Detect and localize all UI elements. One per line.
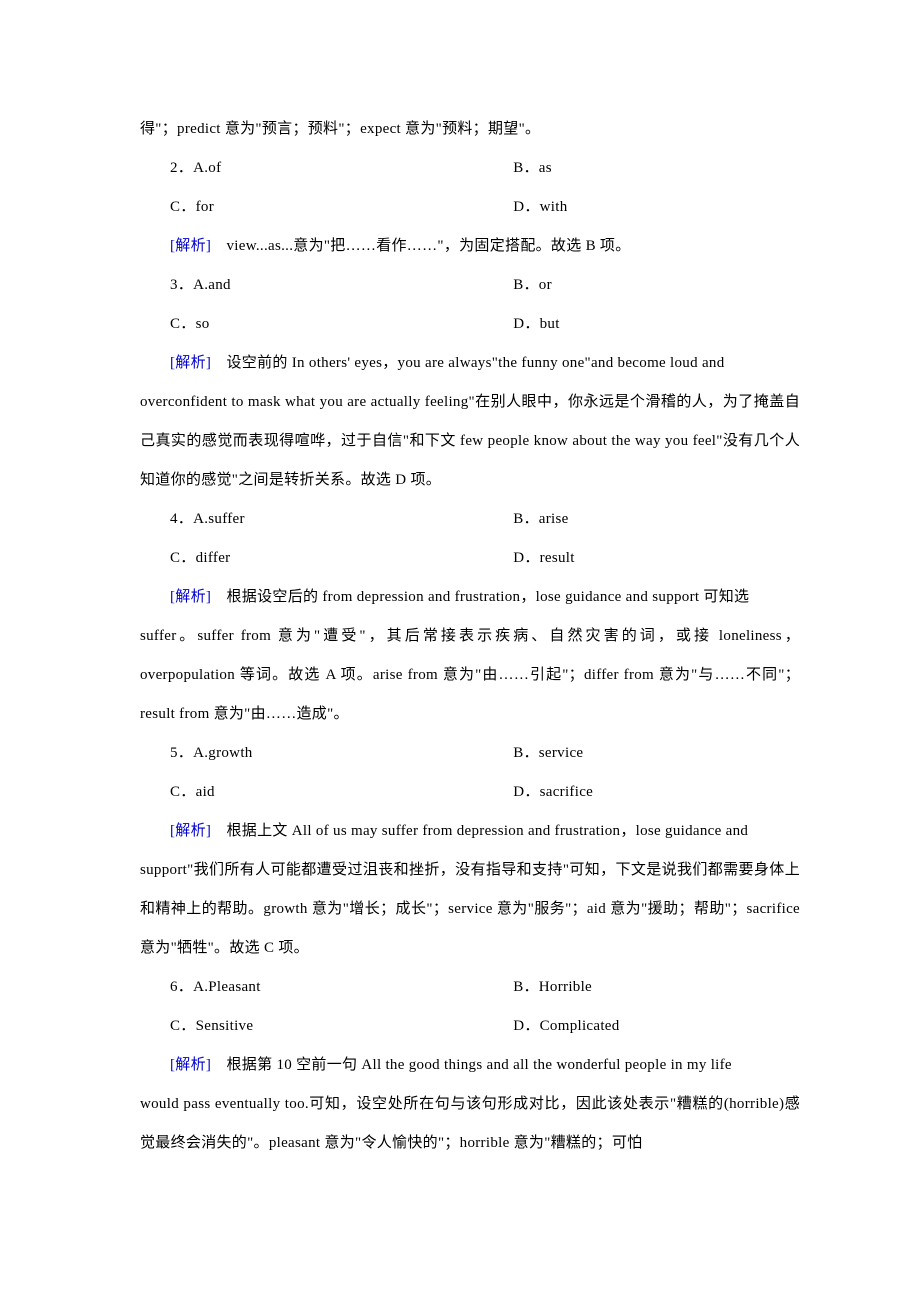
q6-c: C．Sensitive <box>140 1007 513 1046</box>
q2-b: B．as <box>513 149 800 188</box>
analysis-text: view...as...意为"把……看作……"，为固定搭配。故选 B 项。 <box>227 238 631 254</box>
q5-d: D．sacrifice <box>513 773 800 812</box>
analysis-continuation: would pass eventually too.可知，设空处所在句与该句形成… <box>140 1085 800 1163</box>
lead-paragraph: 得"；predict 意为"预言；预料"；expect 意为"预料；期望"。 <box>140 110 800 149</box>
analysis-label: [解析] <box>170 238 227 254</box>
question-options-row: 3．A.and B．or <box>140 266 800 305</box>
analysis-text: 根据第 10 空前一句 All the good things and all … <box>227 1057 732 1073</box>
question-options-row: 4．A.suffer B．arise <box>140 500 800 539</box>
q4-a: A.suffer <box>193 511 245 527</box>
q5-b: B．service <box>513 734 800 773</box>
question-options-row: 5．A.growth B．service <box>140 734 800 773</box>
analysis-text: 设空前的 In others' eyes，you are always"the … <box>227 355 725 371</box>
q5-a: A.growth <box>193 745 252 761</box>
q5-num: 5． <box>170 745 193 761</box>
analysis-label: [解析] <box>170 355 227 371</box>
q3-num: 3． <box>170 277 193 293</box>
analysis-paragraph: [解析] 设空前的 In others' eyes，you are always… <box>140 344 800 383</box>
question-options-row: C．for D．with <box>140 188 800 227</box>
q2-num: 2． <box>170 160 193 176</box>
analysis-continuation: overconfident to mask what you are actua… <box>140 383 800 500</box>
question-options-row: C．aid D．sacrifice <box>140 773 800 812</box>
document-page: 得"；predict 意为"预言；预料"；expect 意为"预料；期望"。 2… <box>0 0 920 1223</box>
question-options-row: C．Sensitive D．Complicated <box>140 1007 800 1046</box>
q2-a: A.of <box>193 160 221 176</box>
question-options-row: 6．A.Pleasant B．Horrible <box>140 968 800 1007</box>
q3-c: C．so <box>140 305 513 344</box>
q2-d: D．with <box>513 188 800 227</box>
q2-c: C．for <box>140 188 513 227</box>
analysis-text: 根据设空后的 from depression and frustration，l… <box>227 589 750 605</box>
q6-b: B．Horrible <box>513 968 800 1007</box>
analysis-continuation: suffer。suffer from 意为"遭受"，其后常接表示疾病、自然灾害的… <box>140 617 800 734</box>
analysis-paragraph: [解析] 根据设空后的 from depression and frustrat… <box>140 578 800 617</box>
q3-b: B．or <box>513 266 800 305</box>
analysis-paragraph: [解析] 根据上文 All of us may suffer from depr… <box>140 812 800 851</box>
analysis-paragraph: [解析] view...as...意为"把……看作……"，为固定搭配。故选 B … <box>140 227 800 266</box>
q4-d: D．result <box>513 539 800 578</box>
analysis-continuation: support"我们所有人可能都遭受过沮丧和挫折，没有指导和支持"可知，下文是说… <box>140 851 800 968</box>
analysis-text: 根据上文 All of us may suffer from depressio… <box>227 823 749 839</box>
q3-d: D．but <box>513 305 800 344</box>
q3-a: A.and <box>193 277 231 293</box>
q5-c: C．aid <box>140 773 513 812</box>
q4-num: 4． <box>170 511 193 527</box>
q4-c: C．differ <box>140 539 513 578</box>
q4-b: B．arise <box>513 500 800 539</box>
q6-num: 6． <box>170 979 193 995</box>
analysis-label: [解析] <box>170 823 227 839</box>
analysis-label: [解析] <box>170 589 227 605</box>
question-options-row: C．so D．but <box>140 305 800 344</box>
q6-a: A.Pleasant <box>193 979 261 995</box>
question-options-row: C．differ D．result <box>140 539 800 578</box>
analysis-paragraph: [解析] 根据第 10 空前一句 All the good things and… <box>140 1046 800 1085</box>
question-options-row: 2．A.of B．as <box>140 149 800 188</box>
q6-d: D．Complicated <box>513 1007 800 1046</box>
analysis-label: [解析] <box>170 1057 227 1073</box>
